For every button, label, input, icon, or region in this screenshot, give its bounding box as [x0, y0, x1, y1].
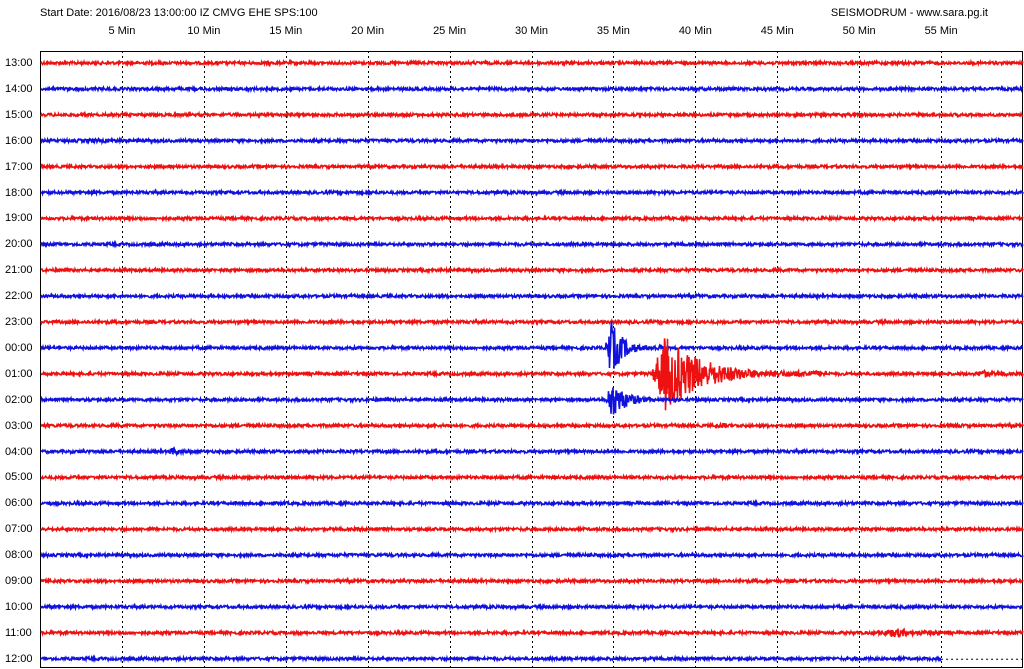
x-tick-label: 50 Min [842, 25, 876, 37]
x-tick-label: 10 Min [187, 25, 221, 37]
x-tick-label: 40 Min [678, 25, 712, 37]
trace-row-0900 [40, 576, 1024, 586]
trace-row-0000 [40, 321, 1024, 369]
trace-row-0100 [40, 338, 1024, 411]
trace-row-2200 [40, 291, 1024, 301]
hour-label: 21:00 [5, 264, 33, 277]
hour-label: 04:00 [5, 445, 33, 458]
hour-label: 08:00 [5, 549, 33, 562]
hour-label: 18:00 [5, 186, 33, 199]
trace-row-0800 [40, 550, 1024, 560]
hour-label: 13:00 [5, 57, 33, 69]
hour-label: 01:00 [5, 367, 33, 380]
hour-label: 14:00 [5, 82, 33, 95]
trace-row-2100 [40, 265, 1024, 275]
hour-label: 09:00 [5, 575, 33, 587]
hour-label: 20:00 [5, 238, 33, 251]
trace-row-0700 [40, 524, 1024, 534]
trace-row-1400 [40, 84, 1024, 94]
hour-label: 03:00 [5, 419, 33, 432]
trace-row-1300 [40, 58, 1024, 68]
trace-row-2000 [40, 239, 1024, 249]
x-tick-label: 5 Min [108, 25, 136, 37]
trace-row-1200 [40, 654, 942, 664]
trace-row-2300 [40, 317, 1024, 327]
trace-row-1100 [40, 627, 1024, 638]
trace-row-1600 [40, 136, 1024, 146]
chart-header-left: Start Date: 2016/08/23 13:00:00 IZ CMVG … [40, 7, 318, 19]
trace-row-0500 [40, 472, 1024, 482]
hour-label: 16:00 [5, 134, 33, 147]
trace-row-0400 [40, 446, 1024, 457]
x-tick-label: 30 Min [514, 25, 549, 37]
trace-row-0600 [41, 498, 1024, 508]
hour-label: 19:00 [5, 212, 33, 225]
hour-label: 07:00 [5, 523, 33, 536]
hour-label: 05:00 [5, 471, 33, 484]
x-tick-label: 55 Min [924, 25, 958, 37]
hour-label: 11:00 [5, 626, 32, 639]
trace-row-1000 [40, 602, 1024, 612]
plot-frame [40, 51, 1023, 668]
hour-label: 06:00 [5, 497, 33, 510]
chart-header-right: SEISMODRUM - www.sara.pg.it [830, 7, 988, 19]
trace-row-1700 [40, 162, 1024, 171]
trace-row-0300 [40, 421, 1024, 431]
hour-label: 23:00 [5, 316, 33, 328]
x-tick-label: 20 Min [351, 25, 385, 37]
x-tick-label: 45 Min [760, 25, 794, 37]
trace-row-1900 [40, 213, 1024, 223]
trace-row-1500 [40, 110, 1024, 120]
hour-label: 22:00 [5, 290, 33, 303]
hour-label: 12:00 [5, 652, 33, 665]
hour-label: 15:00 [5, 108, 33, 121]
x-tick-label: 35 Min [596, 25, 630, 37]
trace-row-1800 [40, 188, 1024, 197]
x-tick-label: 15 Min [269, 25, 303, 37]
hour-label: 02:00 [5, 393, 33, 406]
trace-row-0200 [40, 387, 1024, 415]
hour-label: 10:00 [5, 600, 33, 613]
hour-label: 17:00 [5, 160, 33, 173]
x-tick-label: 25 Min [433, 25, 467, 37]
hour-label: 00:00 [5, 341, 33, 354]
